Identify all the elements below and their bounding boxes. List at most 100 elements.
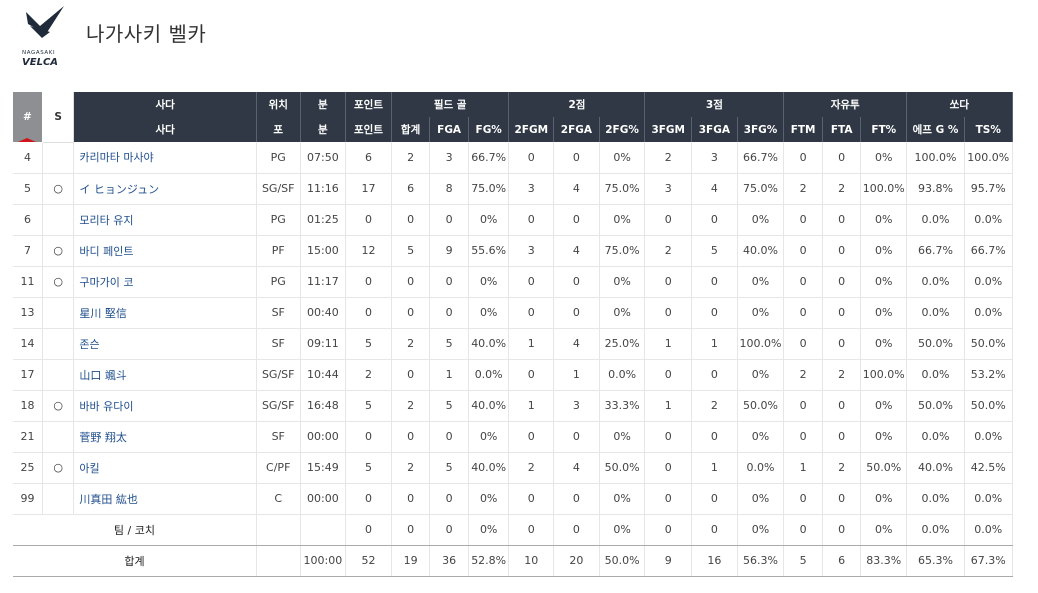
col-3fgm[interactable]: 3FGM: [644, 117, 693, 142]
col-fga[interactable]: FGA: [429, 117, 469, 142]
stat-efg: 0.0%: [906, 421, 965, 453]
player-name-link[interactable]: 菅野 翔太: [73, 421, 257, 453]
stat-fta: 0: [822, 483, 862, 515]
stat-a2: 1: [553, 359, 600, 391]
player-name-link[interactable]: 山口 颯斗: [73, 359, 257, 391]
stat-p3: 50.0%: [737, 390, 785, 422]
col-ftp[interactable]: FT%: [860, 117, 908, 142]
col-fgm[interactable]: 합계: [391, 117, 431, 142]
player-row: 17 山口 颯斗 SG/SF 10:44 2 0 1 0.0% 0 1 0.0% 0 0 0% 2 2 100.…: [13, 359, 1013, 391]
player-row: 11 ○ 구마가이 코 PG 11:17 0 0 0 0% 0 0 0% 0 0 0% 0 0 0% 0.0% 0.0…: [13, 266, 1013, 298]
stat-m2: 0: [508, 266, 555, 298]
stat-p3: 0%: [737, 266, 785, 298]
stat-fgm: 2: [391, 452, 431, 484]
col-group-position[interactable]: 위치: [256, 92, 301, 117]
starter-mark: [42, 359, 75, 391]
player-name-link[interactable]: 아킬: [73, 452, 257, 484]
col-ftm[interactable]: FTM: [783, 117, 823, 142]
stat-fgp: 75.0%: [468, 173, 510, 205]
stat-fga: 9: [429, 235, 469, 267]
col-2fgp[interactable]: 2FG%: [599, 117, 646, 142]
stat-p3: 0%: [737, 204, 785, 236]
stat-fgp: 0%: [468, 266, 510, 298]
col-position[interactable]: 포: [256, 117, 301, 142]
col-player[interactable]: 사다: [73, 117, 257, 142]
position: SG/SF: [256, 173, 301, 205]
col-starter[interactable]: S: [41, 92, 75, 143]
stat-a3: 5: [691, 235, 738, 267]
stat-fgm: 2: [391, 328, 431, 360]
stat-fgp: 0%: [468, 513, 510, 546]
stat-a2: 0: [553, 142, 600, 174]
stat-p2: 0%: [599, 142, 646, 174]
stat-fga: 1: [429, 359, 469, 391]
col-fgp[interactable]: FG%: [468, 117, 510, 142]
stat-fga: 3: [429, 142, 469, 174]
stat-fta: 0: [822, 513, 862, 546]
stat-fta: 0: [822, 235, 862, 267]
stat-a3: 0: [691, 297, 738, 329]
player-name-link[interactable]: イ ヒョンジュン: [73, 173, 257, 205]
jersey-number: 6: [13, 204, 43, 236]
stat-ts: 0.0%: [964, 297, 1013, 329]
starter-mark: ○: [42, 390, 75, 422]
stat-ts: 50.0%: [964, 328, 1013, 360]
player-name-link[interactable]: 카리마타 마사야: [73, 142, 257, 174]
stat-overflow: [1012, 328, 1013, 360]
jersey-number: 14: [13, 328, 43, 360]
stat-efg: 40.0%: [906, 452, 965, 484]
stat-overflow: [1012, 544, 1013, 577]
col-group-minutes[interactable]: 분: [300, 92, 347, 117]
col-group-points[interactable]: 포인트: [345, 92, 392, 117]
col-ts[interactable]: TS%: [964, 117, 1013, 142]
stat-m2: 1: [508, 390, 555, 422]
minutes: 00:00: [300, 483, 347, 515]
stat-a3: 0: [691, 513, 738, 546]
player-name-link[interactable]: 川真田 紘也: [73, 483, 257, 515]
col-number[interactable]: #: [13, 92, 43, 142]
stat-m3: 0: [644, 204, 693, 236]
stat-fgp: 40.0%: [468, 452, 510, 484]
col-2fgm[interactable]: 2FGM: [508, 117, 555, 142]
stat-p2: 50.0%: [599, 544, 646, 577]
stat-fgm: 5: [391, 235, 431, 267]
col-fta[interactable]: FTA: [822, 117, 862, 142]
minutes: 11:17: [300, 266, 347, 298]
minutes: [300, 513, 347, 546]
col-more[interactable]: 모: [1012, 117, 1013, 142]
stat-fta: 0: [822, 204, 862, 236]
player-name-link[interactable]: 구마가이 코: [73, 266, 257, 298]
col-minutes[interactable]: 분: [300, 117, 347, 142]
player-row: 4 카리마타 마사야 PG 07:50 6 2 3 66.7% 0 0 0% 2 3 66.7% 0 0 0% 1…: [13, 142, 1013, 174]
player-name-link[interactable]: 존슨: [73, 328, 257, 360]
stat-fgm: 2: [391, 142, 431, 174]
stat-fgp: 55.6%: [468, 235, 510, 267]
position: SG/SF: [256, 390, 301, 422]
stat-m3: 0: [644, 483, 693, 515]
stat-m2: 0: [508, 421, 555, 453]
player-name-link[interactable]: 星川 堅信: [73, 297, 257, 329]
col-2fga[interactable]: 2FGA: [553, 117, 600, 142]
stat-a2: 20: [553, 544, 600, 577]
col-3fgp[interactable]: 3FG%: [737, 117, 785, 142]
jersey-number: 99: [13, 483, 43, 515]
team-coach-row-label: 팀 / 코치: [13, 513, 257, 546]
col-efg[interactable]: 에프 G %: [906, 117, 965, 142]
player-name-link[interactable]: 바바 유다이: [73, 390, 257, 422]
stat-pts: 5: [345, 328, 392, 360]
stat-ftm: 1: [783, 452, 823, 484]
stat-p2: 50.0%: [599, 452, 646, 484]
player-name-link[interactable]: 바디 페인트: [73, 235, 257, 267]
stat-fta: 0: [822, 421, 862, 453]
col-3fga[interactable]: 3FGA: [691, 117, 738, 142]
minutes: 07:50: [300, 142, 347, 174]
player-name-link[interactable]: 모리타 유지: [73, 204, 257, 236]
col-points[interactable]: 포인트: [345, 117, 392, 142]
stat-m3: 0: [644, 359, 693, 391]
stat-ts: 67.3%: [964, 544, 1013, 577]
stat-p3: 0%: [737, 483, 785, 515]
player-row: 14 존슨 SF 09:11 5 2 5 40.0% 1 4 25.0% 1 1 100.0% 0 0 0% 50…: [13, 328, 1013, 360]
stat-ftm: 5: [783, 544, 823, 577]
col-group-player[interactable]: 사다: [73, 92, 257, 117]
stat-p3: 0%: [737, 513, 785, 546]
